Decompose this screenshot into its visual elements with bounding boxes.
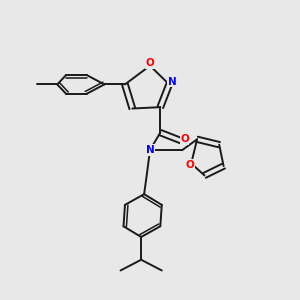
Text: O: O [185, 160, 194, 170]
Text: O: O [146, 58, 154, 68]
Text: N: N [146, 145, 154, 155]
Text: N: N [168, 77, 176, 87]
Text: O: O [180, 134, 189, 144]
